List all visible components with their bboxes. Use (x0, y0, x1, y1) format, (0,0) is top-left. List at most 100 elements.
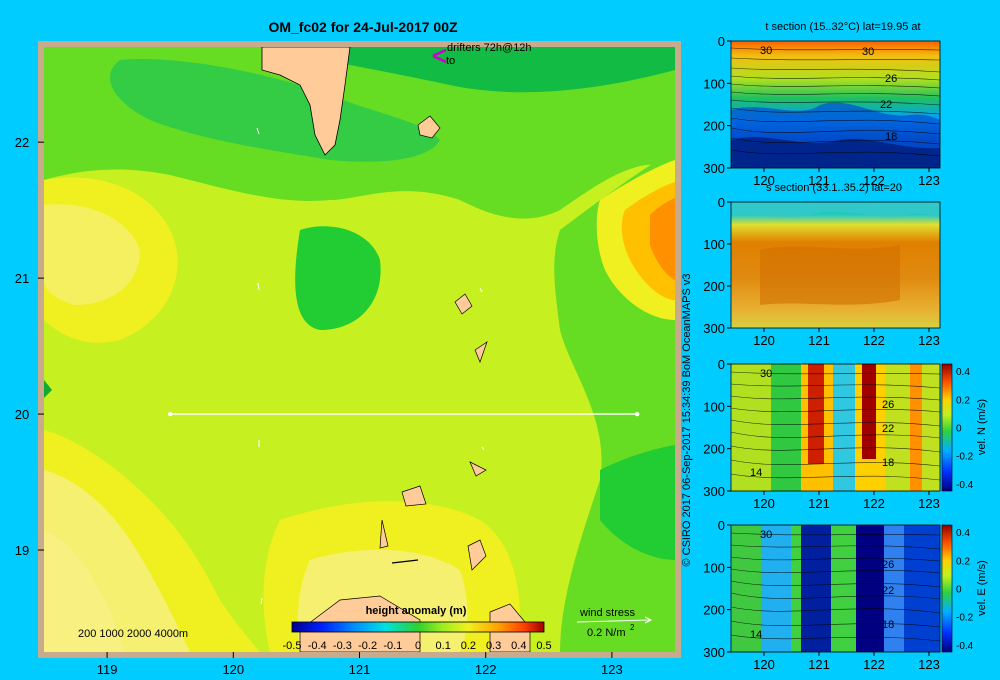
map-y-tick-label: 21 (15, 271, 29, 286)
section-x-tick-label: 120 (753, 496, 775, 511)
section-x-tick-label: 121 (808, 333, 830, 348)
colorbar-tick-label: 0.3 (486, 640, 501, 652)
drifter-to-label: to (446, 55, 455, 67)
section-x-tick-label: 121 (808, 496, 830, 511)
east-velocity-contour-label: 18 (882, 619, 894, 631)
velocity-colorbar-tick-label: -0.2 (956, 452, 974, 463)
map-x-axis: 119 120 121 122 123 (97, 652, 623, 677)
map-x-tick-label: 122 (475, 662, 497, 677)
section-end-marker (634, 411, 640, 417)
velocity-colorbar-tick-label: 0 (956, 585, 962, 596)
east-velocity-contour-label: 14 (750, 629, 762, 641)
section-y-tick-label: 0 (718, 195, 725, 210)
colorbar-tick-label: -0.1 (383, 640, 402, 652)
temperature-contour-label: 30 (862, 46, 874, 58)
section-x-tick-label: 122 (863, 173, 885, 188)
east-velocity-contour-label: 30 (760, 529, 772, 541)
map-x-tick-label: 121 (349, 662, 371, 677)
north-velocity-colorbar-ticks: 0.4 0.2 0 -0.2 -0.4 (956, 367, 974, 491)
height-anomaly-field (44, 47, 675, 652)
colorbar-label: height anomaly (m) (366, 605, 467, 617)
north-velocity-section-panel: 30 26 22 18 14 0.4 0.2 0 -0.2 -0.4 vel. N (m… (703, 357, 988, 511)
wind-scale-arrow-icon (644, 616, 653, 624)
east-velocity-colorbar-label: vel. E (m/s) (976, 560, 988, 616)
map-y-tick-label: 22 (15, 135, 29, 150)
temperature-section-title: t section (15..32°C) lat=19.95 at (765, 21, 920, 33)
drifter-arrow-icon (432, 48, 447, 64)
colorbar-tick-label: -0.4 (308, 640, 327, 652)
wind-scale-arrow (576, 619, 652, 623)
section-y-tick-label: 0 (718, 357, 725, 372)
section-y-tick-label: 300 (703, 645, 725, 660)
north-velocity-contour-label: 18 (882, 457, 894, 469)
temperature-contour-label: 26 (885, 73, 897, 85)
east-velocity-section-panel: 30 26 22 18 14 0.4 0.2 0 -0.2 -0.4 vel. E (m… (703, 518, 988, 672)
section-start-marker (168, 411, 173, 417)
section-y-tick-label: 200 (703, 279, 725, 294)
north-velocity-contour-label: 30 (760, 368, 772, 380)
salinity-section-panel: s section (33.1..35.2) lat=20 120 121 122 1… (703, 182, 941, 348)
credit-text: © CSIRO 2017 06-Sep-2017 15:34:39 BoM Oc… (681, 273, 693, 566)
map-y-axis: 19 20 21 22 (15, 135, 44, 558)
drifter-label: drifters 72h@12h (447, 42, 532, 54)
section-y-tick-label: 0 (718, 34, 725, 49)
velocity-colorbar-tick-label: 0 (956, 424, 962, 435)
north-velocity-contour-label: 22 (882, 423, 894, 435)
north-velocity-section-axes: 120 121 122 123 0 100 200 300 (703, 357, 940, 511)
section-y-tick-label: 0 (718, 518, 725, 533)
section-x-tick-label: 122 (863, 333, 885, 348)
velocity-colorbar-tick-label: 0.2 (956, 556, 970, 567)
temperature-contour-label: 30 (760, 45, 772, 57)
colorbar-tick-label: 0 (415, 640, 421, 652)
east-velocity-colorbar (941, 524, 953, 653)
temperature-section-panel: t section (15..32°C) lat=19.95 at 30 (703, 21, 941, 188)
velocity-colorbar-tick-label: -0.2 (956, 613, 974, 624)
wind-arrows (256, 127, 485, 605)
map-y-tick-label: 19 (15, 543, 29, 558)
section-y-tick-label: 200 (703, 119, 725, 134)
temperature-contour-label: 22 (880, 99, 892, 111)
section-x-tick-label: 123 (918, 173, 940, 188)
map-y-tick-label: 20 (15, 407, 29, 422)
map-x-tick-label: 123 (601, 662, 623, 677)
north-velocity-colorbar-label: vel. N (m/s) (976, 399, 988, 455)
section-x-tick-label: 122 (863, 657, 885, 672)
section-x-tick-label: 121 (808, 173, 830, 188)
colorbar-tick-label: 0.2 (461, 640, 476, 652)
north-velocity-colorbar (941, 363, 953, 492)
section-y-tick-label: 200 (703, 603, 725, 618)
section-x-tick-label: 120 (753, 657, 775, 672)
north-velocity-contour-label: 26 (882, 399, 894, 411)
temperature-contour-label: 18 (885, 131, 897, 143)
section-y-tick-label: 100 (703, 560, 725, 575)
section-y-tick-label: 200 (703, 442, 725, 457)
section-x-tick-label: 123 (918, 657, 940, 672)
colorbar-tick-label: 0.4 (511, 640, 526, 652)
east-velocity-contour-label: 22 (882, 585, 894, 597)
figure-title: OM_fc02 for 24-Jul-2017 00Z (268, 19, 458, 35)
east-velocity-section-axes: 120 121 122 123 0 100 200 300 (703, 518, 940, 672)
height-anomaly-colorbar (291, 621, 545, 633)
section-y-tick-label: 100 (703, 399, 725, 414)
section-y-tick-label: 300 (703, 484, 725, 499)
section-x-tick-label: 120 (753, 333, 775, 348)
east-velocity-colorbar-ticks: 0.4 0.2 0 -0.2 -0.4 (956, 528, 974, 652)
salinity-section-title: s section (33.1..35.2) lat=20 (766, 182, 902, 194)
section-x-tick-label: 123 (918, 496, 940, 511)
east-velocity-contour-label: 26 (882, 559, 894, 571)
colorbar-tick-label: -0.5 (283, 640, 302, 652)
colorbar-ticks: -0.5 -0.4 -0.3 -0.2 -0.1 0 0.1 0.2 0.3 0.4 0.5 (283, 640, 552, 652)
map-x-tick-label: 120 (222, 662, 244, 677)
section-x-tick-label: 120 (753, 173, 775, 188)
section-x-tick-label: 122 (863, 496, 885, 511)
velocity-colorbar-tick-label: 0.4 (956, 367, 970, 378)
velocity-colorbar-tick-label: -0.4 (956, 641, 974, 652)
wind-scale-label: 0.2 N/m (587, 627, 626, 639)
section-y-tick-label: 100 (703, 237, 725, 252)
velocity-colorbar-tick-label: 0.2 (956, 395, 970, 406)
section-x-tick-label: 123 (918, 333, 940, 348)
wind-scale-exponent: 2 (630, 623, 635, 632)
section-y-tick-label: 300 (703, 321, 725, 336)
